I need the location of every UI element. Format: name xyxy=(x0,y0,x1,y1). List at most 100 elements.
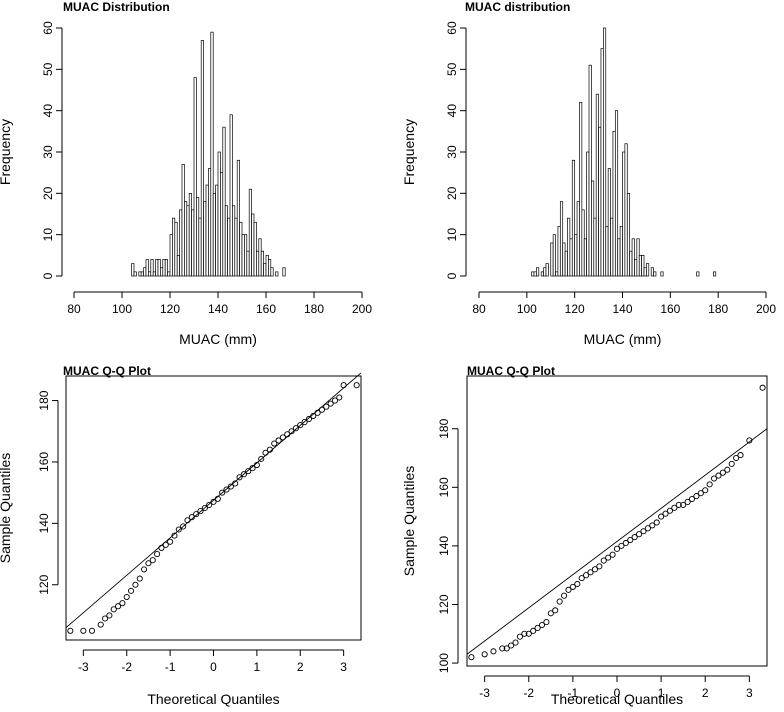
histogram-bar xyxy=(138,271,142,277)
x-tick-label: 80 xyxy=(67,302,81,316)
chart-panel-3: MUAC Q-Q Plot Sample Quantiles Theoretical… xyxy=(0,364,362,707)
qq-point xyxy=(618,542,625,549)
qq-point xyxy=(97,621,104,628)
qq-point xyxy=(136,575,143,582)
qq-point xyxy=(534,624,541,631)
histogram-bar xyxy=(557,226,561,277)
histogram-bar xyxy=(581,209,585,277)
qq-point xyxy=(706,481,713,488)
qq-point xyxy=(201,504,208,512)
qq-point xyxy=(301,418,308,426)
qq-point xyxy=(565,586,572,593)
histogram-bar xyxy=(244,234,248,277)
qq-point xyxy=(543,619,550,626)
qq-point xyxy=(101,615,109,622)
y-tick-label: 160 xyxy=(37,452,51,472)
qq-point xyxy=(578,575,585,582)
qq-point xyxy=(227,483,234,490)
x-tick-label: -2 xyxy=(121,660,132,674)
histogram-bar xyxy=(164,259,168,277)
x-tick-label: 140 xyxy=(612,302,632,316)
histogram-bar xyxy=(268,259,272,277)
histogram-bar xyxy=(155,259,159,277)
qq-point xyxy=(128,587,135,594)
histogram-bar xyxy=(598,126,602,277)
histogram-bar xyxy=(583,238,587,277)
y-tick-label: 50 xyxy=(445,62,459,76)
qq-point xyxy=(583,572,590,579)
histogram-bar xyxy=(536,267,540,277)
histogram-bar xyxy=(275,271,279,277)
qq-point xyxy=(219,489,226,496)
qq-point xyxy=(297,422,304,429)
histogram-bar xyxy=(641,254,645,277)
qq-point xyxy=(271,440,278,447)
qq-point xyxy=(733,454,740,462)
x-tick-label: 100 xyxy=(112,302,132,316)
histogram-bar xyxy=(200,40,204,277)
qq-point xyxy=(106,612,113,619)
histogram-bar xyxy=(600,48,604,277)
qq-point xyxy=(644,525,651,532)
plot-frame xyxy=(65,375,362,641)
y-tick-label: 140 xyxy=(37,513,51,533)
qq-point xyxy=(587,569,594,576)
qq-point xyxy=(512,639,519,646)
histogram-bar xyxy=(193,77,197,277)
histogram-bar xyxy=(258,238,262,277)
qq-point xyxy=(569,583,576,590)
qq-point xyxy=(499,645,506,652)
histogram-bar xyxy=(176,254,180,277)
qq-point xyxy=(715,472,722,479)
qq-point xyxy=(232,480,239,487)
histogram-bar xyxy=(210,31,214,277)
histogram-bar xyxy=(586,151,590,277)
histogram-bar xyxy=(179,209,183,277)
histogram-bar xyxy=(196,197,200,277)
qq-point xyxy=(340,382,347,389)
histogram-bar xyxy=(593,217,597,277)
qq-point xyxy=(158,544,165,551)
y-tick-label: 160 xyxy=(437,477,451,497)
qq-point xyxy=(737,452,744,459)
chart-title: MUAC Distribution xyxy=(63,0,170,14)
x-tick-label: 1 xyxy=(254,660,261,674)
histogram-bar xyxy=(239,221,243,277)
qq-point xyxy=(132,581,139,588)
histogram-bar xyxy=(595,93,599,277)
histogram-bar xyxy=(567,217,571,277)
histogram-bar xyxy=(224,205,228,277)
histogram-bar xyxy=(713,271,717,277)
histogram-bar xyxy=(265,254,269,277)
x-tick-label: 140 xyxy=(208,302,228,316)
x-tick-label: 2 xyxy=(702,686,709,700)
qq-point xyxy=(149,557,156,564)
qq-point xyxy=(662,510,669,517)
qq-point xyxy=(193,511,200,518)
histogram-bar xyxy=(607,168,611,277)
qq-point xyxy=(547,610,554,617)
y-tick-label: 180 xyxy=(37,390,51,410)
histogram-bar xyxy=(552,234,556,277)
qq-point xyxy=(292,425,299,432)
qq-point xyxy=(162,541,169,548)
x-tick-label: 100 xyxy=(517,302,537,316)
qq-point xyxy=(600,557,607,564)
histogram-bar xyxy=(543,267,547,277)
x-tick-label: 180 xyxy=(708,302,728,316)
histogram-bar xyxy=(579,102,583,277)
histogram-bar xyxy=(205,184,209,277)
qq-point xyxy=(666,507,673,514)
qq-point xyxy=(327,400,334,407)
x-axis-label: Theoretical Quantiles xyxy=(147,691,279,707)
qq-point xyxy=(688,495,696,503)
histogram-bar xyxy=(140,271,144,277)
qq-point xyxy=(188,514,195,521)
qq-point xyxy=(67,627,74,634)
histogram-bar xyxy=(148,271,152,277)
qq-point xyxy=(636,531,643,538)
histogram-bar xyxy=(253,221,257,277)
qq-point xyxy=(253,461,260,469)
qq-point xyxy=(671,504,678,511)
